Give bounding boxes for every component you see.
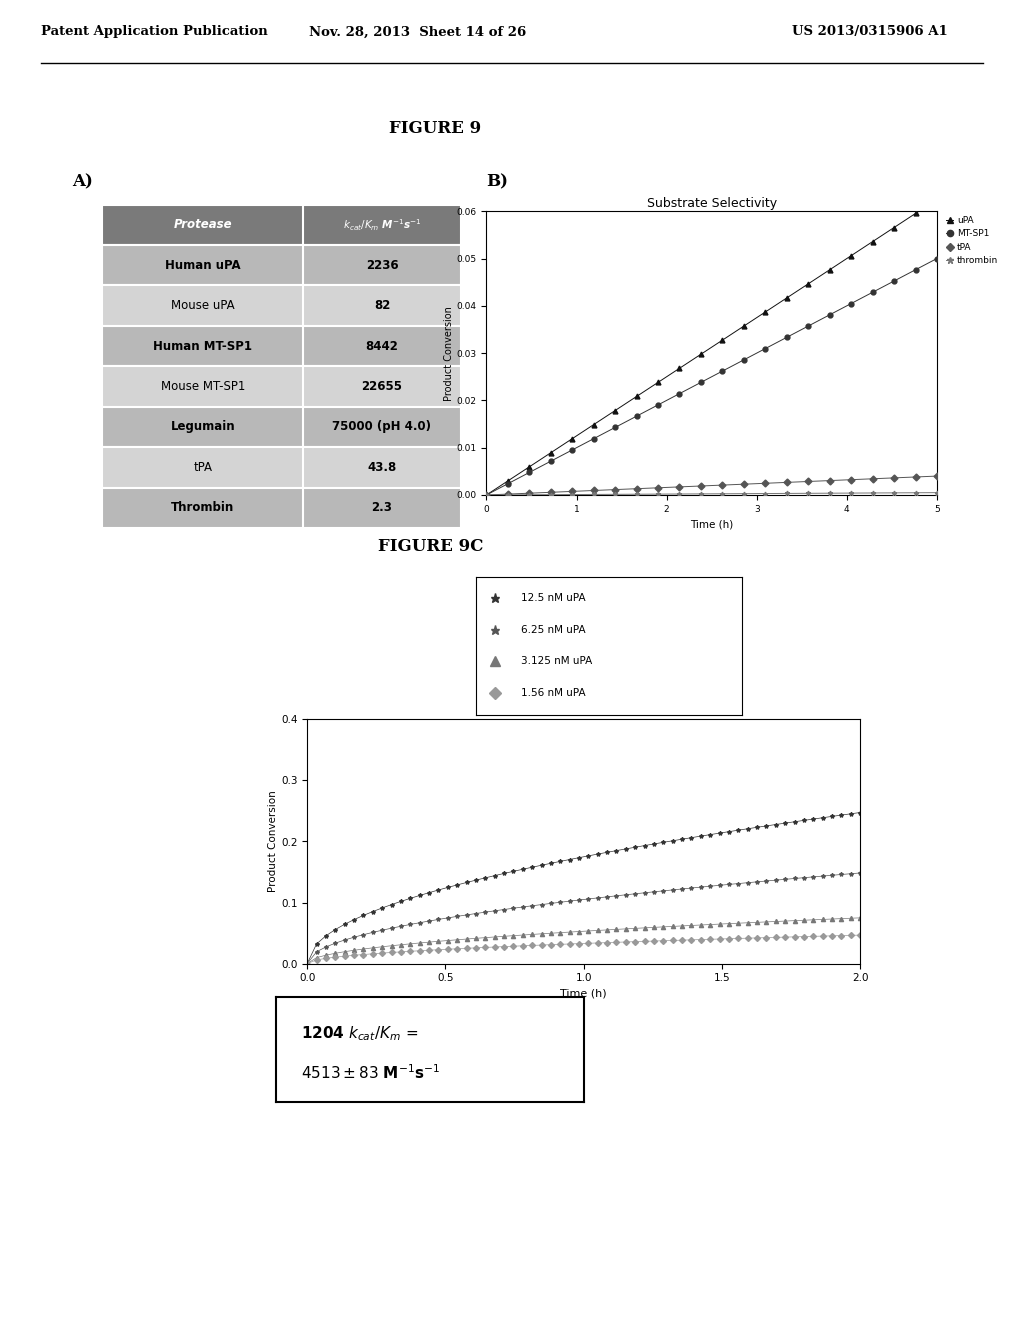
Text: Protease: Protease <box>173 218 232 231</box>
Text: $\mathbf{1204}$ $k_{cat}/K_m$ =: $\mathbf{1204}$ $k_{cat}/K_m$ = <box>301 1024 418 1043</box>
Text: Human MT-SP1: Human MT-SP1 <box>154 339 252 352</box>
Y-axis label: Product Conversion: Product Conversion <box>268 791 279 892</box>
Text: A): A) <box>72 173 92 190</box>
FancyBboxPatch shape <box>102 285 461 326</box>
Text: 2.3: 2.3 <box>372 502 392 515</box>
Text: Patent Application Publication: Patent Application Publication <box>41 25 267 38</box>
Text: Nov. 28, 2013  Sheet 14 of 26: Nov. 28, 2013 Sheet 14 of 26 <box>309 25 526 38</box>
Text: tPA: tPA <box>194 461 212 474</box>
Text: Legumain: Legumain <box>170 421 236 433</box>
X-axis label: Time (h): Time (h) <box>560 989 607 999</box>
Title: Substrate Selectivity: Substrate Selectivity <box>646 197 777 210</box>
X-axis label: Time (h): Time (h) <box>690 519 733 529</box>
Text: 8442: 8442 <box>366 339 398 352</box>
FancyBboxPatch shape <box>102 407 461 447</box>
Text: Thrombin: Thrombin <box>171 502 234 515</box>
Text: US 2013/0315906 A1: US 2013/0315906 A1 <box>793 25 948 38</box>
Text: $k_{cat}/K_m$ M$^{-1}$s$^{-1}$: $k_{cat}/K_m$ M$^{-1}$s$^{-1}$ <box>343 216 421 232</box>
FancyBboxPatch shape <box>102 205 461 246</box>
FancyBboxPatch shape <box>102 487 461 528</box>
Legend: uPA, MT-SP1, tPA, thrombin: uPA, MT-SP1, tPA, thrombin <box>946 215 998 265</box>
Text: B): B) <box>486 173 508 190</box>
FancyBboxPatch shape <box>102 246 461 285</box>
Text: 1.56 nM uPA: 1.56 nM uPA <box>521 688 586 698</box>
Text: 6.25 nM uPA: 6.25 nM uPA <box>521 624 586 635</box>
Text: 2236: 2236 <box>366 259 398 272</box>
Text: FIGURE 9C: FIGURE 9C <box>378 539 483 554</box>
Text: Mouse MT-SP1: Mouse MT-SP1 <box>161 380 245 393</box>
Text: 22655: 22655 <box>361 380 402 393</box>
Text: FIGURE 9: FIGURE 9 <box>389 120 481 136</box>
Text: 75000 (pH 4.0): 75000 (pH 4.0) <box>333 421 431 433</box>
Text: 3.125 nM uPA: 3.125 nM uPA <box>521 656 593 667</box>
Text: 12.5 nM uPA: 12.5 nM uPA <box>521 593 586 603</box>
Text: Human uPA: Human uPA <box>165 259 241 272</box>
FancyBboxPatch shape <box>102 367 461 407</box>
Text: 43.8: 43.8 <box>368 461 396 474</box>
Text: $4513 \pm 83\ \mathbf{M}^{-1}\mathbf{s}^{-1}$: $4513 \pm 83\ \mathbf{M}^{-1}\mathbf{s}^… <box>301 1064 440 1082</box>
FancyBboxPatch shape <box>102 447 461 487</box>
Text: Mouse uPA: Mouse uPA <box>171 300 234 312</box>
Y-axis label: Product Conversion: Product Conversion <box>443 306 454 400</box>
FancyBboxPatch shape <box>102 326 461 367</box>
Text: 82: 82 <box>374 300 390 312</box>
